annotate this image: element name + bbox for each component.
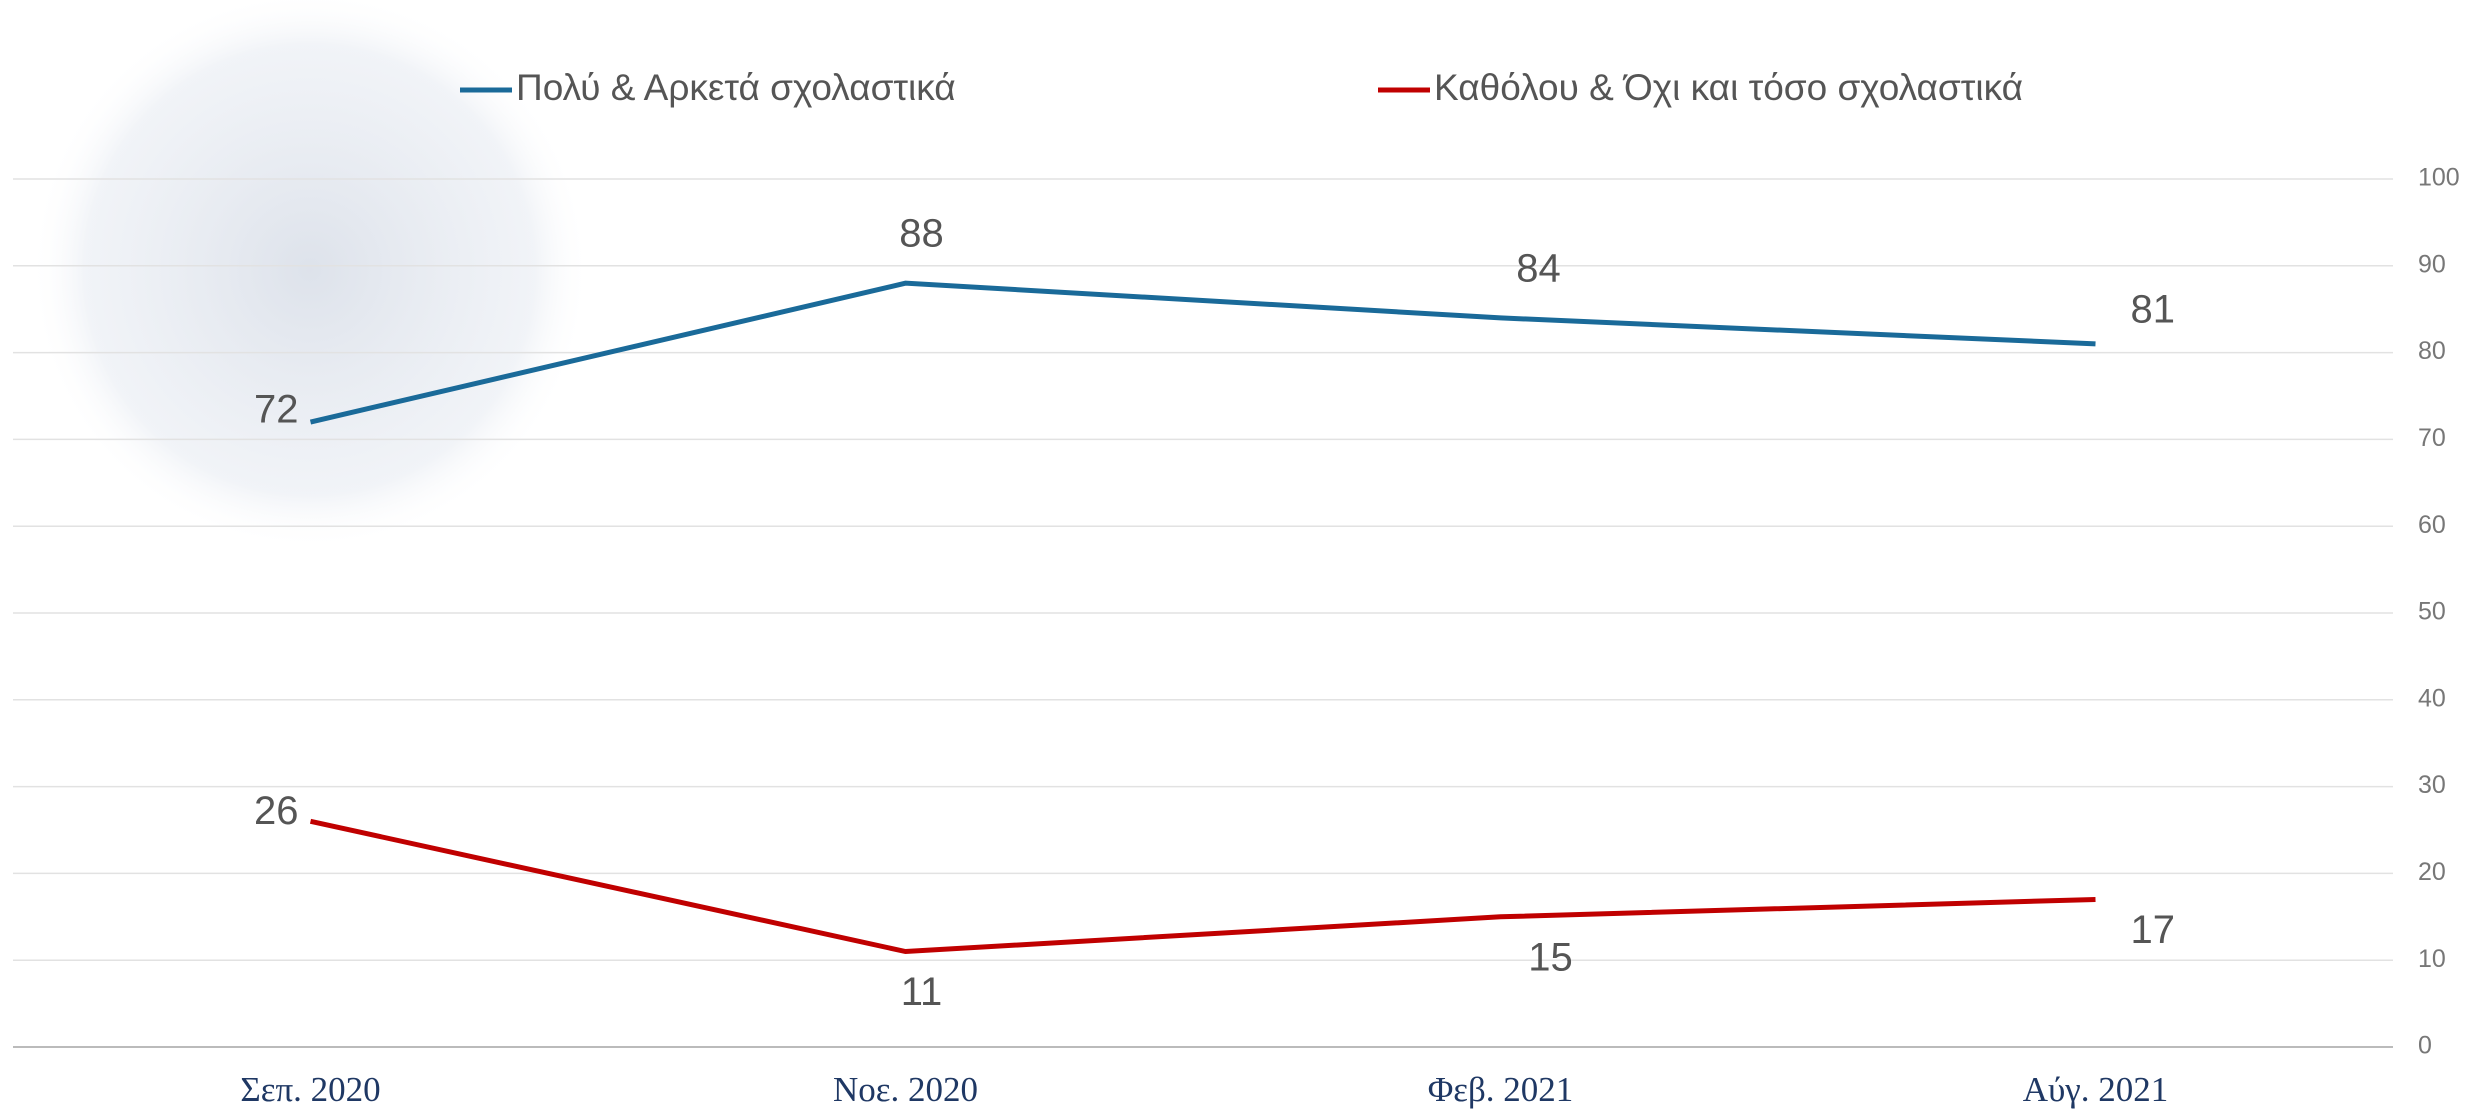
y-tick-label: 10 [2418, 945, 2446, 973]
y-tick-label: 30 [2418, 771, 2446, 799]
data-label: 17 [2131, 908, 2176, 952]
x-tick-label: Σεπ. 2020 [240, 1070, 380, 1109]
data-label: 15 [1528, 935, 1573, 979]
data-line [309, 280, 2096, 425]
y-tick-label: 70 [2418, 424, 2446, 452]
legend-label: Πολύ & Αρκετά σχολαστικά [516, 67, 956, 108]
data-label: 11 [901, 970, 943, 1014]
data-label: 84 [1516, 246, 1561, 290]
y-tick-label: 20 [2418, 858, 2446, 886]
x-tick-label: Νοε. 2020 [833, 1070, 978, 1109]
y-tick-label: 90 [2418, 250, 2446, 278]
y-tick-label: 100 [2418, 164, 2460, 192]
data-label: 81 [2131, 287, 2176, 331]
x-tick-label: Φεβ. 2021 [1428, 1070, 1574, 1109]
data-label: 72 [254, 388, 299, 432]
y-tick-label: 80 [2418, 337, 2446, 365]
y-tick-label: 40 [2418, 684, 2446, 712]
data-label: 26 [254, 789, 299, 833]
y-tick-label: 50 [2418, 598, 2446, 626]
legend-label: Καθόλου & Όχι και τόσο σχολαστικά [1434, 67, 2023, 108]
x-tick-label: Αύγ. 2021 [2023, 1070, 2169, 1109]
data-line [309, 818, 2096, 955]
y-tick-label: 0 [2418, 1032, 2432, 1060]
data-label: 88 [899, 212, 944, 256]
y-tick-label: 60 [2418, 511, 2446, 539]
background-virus-image [30, 0, 590, 550]
